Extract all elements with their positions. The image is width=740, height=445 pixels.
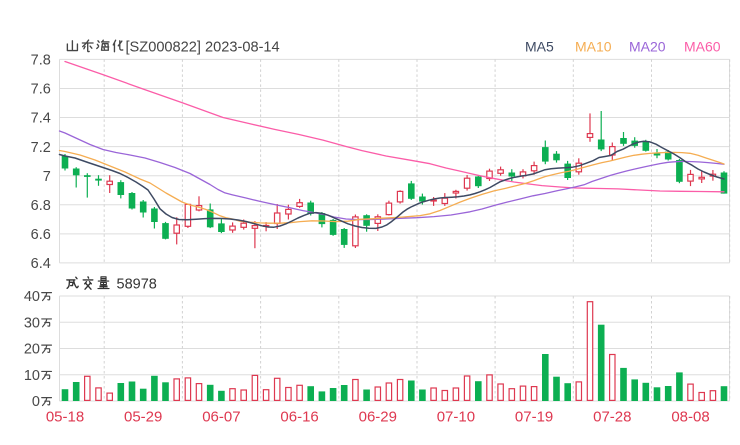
svg-text:[SZ000822] 2023-08-14: [SZ000822] 2023-08-14 — [126, 40, 280, 56]
svg-text:7: 7 — [43, 169, 51, 185]
svg-text:07-10: 07-10 — [437, 409, 475, 426]
svg-text:07-28: 07-28 — [593, 409, 631, 426]
svg-text:6.8: 6.8 — [31, 198, 51, 214]
svg-text:MA10: MA10 — [575, 39, 612, 55]
svg-text:58978: 58978 — [117, 277, 157, 293]
svg-text:40: 40 — [24, 289, 40, 305]
svg-text:10: 10 — [24, 368, 40, 384]
svg-text:0: 0 — [32, 394, 40, 410]
svg-text:07-19: 07-19 — [515, 409, 553, 426]
svg-text:7.6: 7.6 — [31, 82, 51, 98]
svg-text:7.2: 7.2 — [31, 140, 51, 156]
svg-text:05-18: 05-18 — [46, 409, 84, 426]
svg-text:MA60: MA60 — [684, 39, 721, 55]
svg-text:30: 30 — [24, 315, 40, 331]
svg-text:06-07: 06-07 — [202, 409, 240, 426]
svg-text:06-29: 06-29 — [359, 409, 397, 426]
svg-text:MA5: MA5 — [525, 39, 554, 55]
svg-text:7.4: 7.4 — [31, 111, 51, 127]
svg-text:7.8: 7.8 — [31, 53, 51, 69]
svg-text:20: 20 — [24, 342, 40, 358]
svg-text:6.4: 6.4 — [31, 256, 51, 272]
svg-text:MA20: MA20 — [629, 39, 666, 55]
svg-text:08-08: 08-08 — [671, 409, 709, 426]
svg-text:05-29: 05-29 — [124, 409, 162, 426]
svg-text:6.6: 6.6 — [31, 227, 51, 243]
svg-text:06-16: 06-16 — [280, 409, 318, 426]
